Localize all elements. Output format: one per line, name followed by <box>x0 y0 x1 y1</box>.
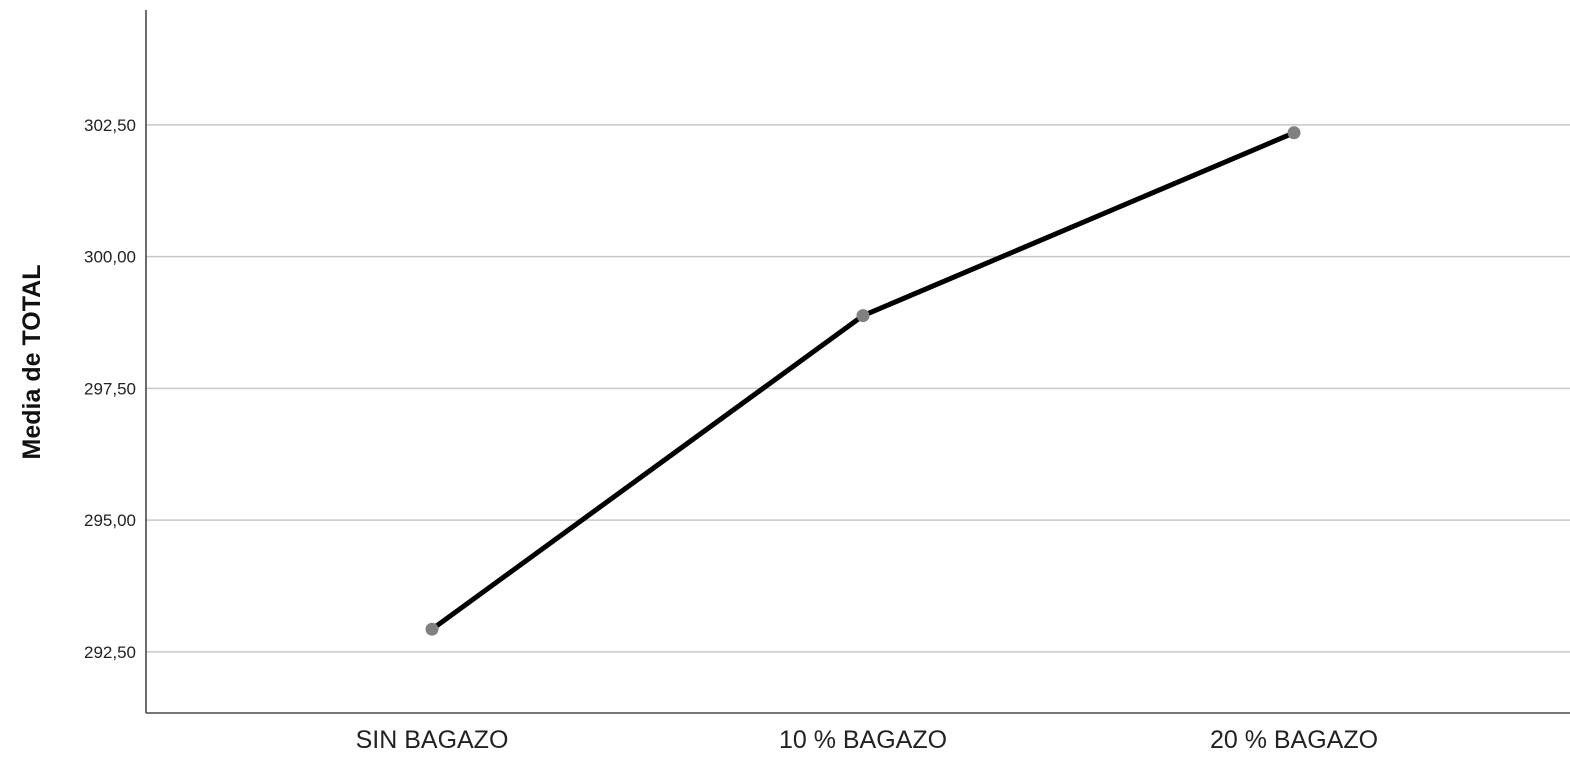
x-category-label: 10 % BAGAZO <box>779 726 947 754</box>
y-tick-label: 302,50 <box>84 116 136 135</box>
y-tick-label: 292,50 <box>84 643 136 662</box>
data-point <box>425 622 439 636</box>
series-layer <box>425 126 1301 636</box>
series-line <box>429 130 1297 632</box>
x-category-labels: SIN BAGAZO 10 % BAGAZO 20 % BAGAZO <box>356 726 1378 754</box>
data-point <box>856 309 870 323</box>
y-axis-title: Media de TOTAL <box>18 265 46 460</box>
y-tick-label: 297,50 <box>84 379 136 398</box>
y-tick-label: 295,00 <box>84 511 136 530</box>
data-point <box>1287 126 1301 140</box>
axes <box>145 10 1570 714</box>
gridlines <box>146 124 1570 653</box>
y-tick-labels: 292,50 295,00 297,50 300,00 302,50 <box>84 116 136 662</box>
x-category-label: SIN BAGAZO <box>356 726 509 754</box>
x-category-label: 20 % BAGAZO <box>1210 726 1378 754</box>
y-tick-label: 300,00 <box>84 248 136 267</box>
